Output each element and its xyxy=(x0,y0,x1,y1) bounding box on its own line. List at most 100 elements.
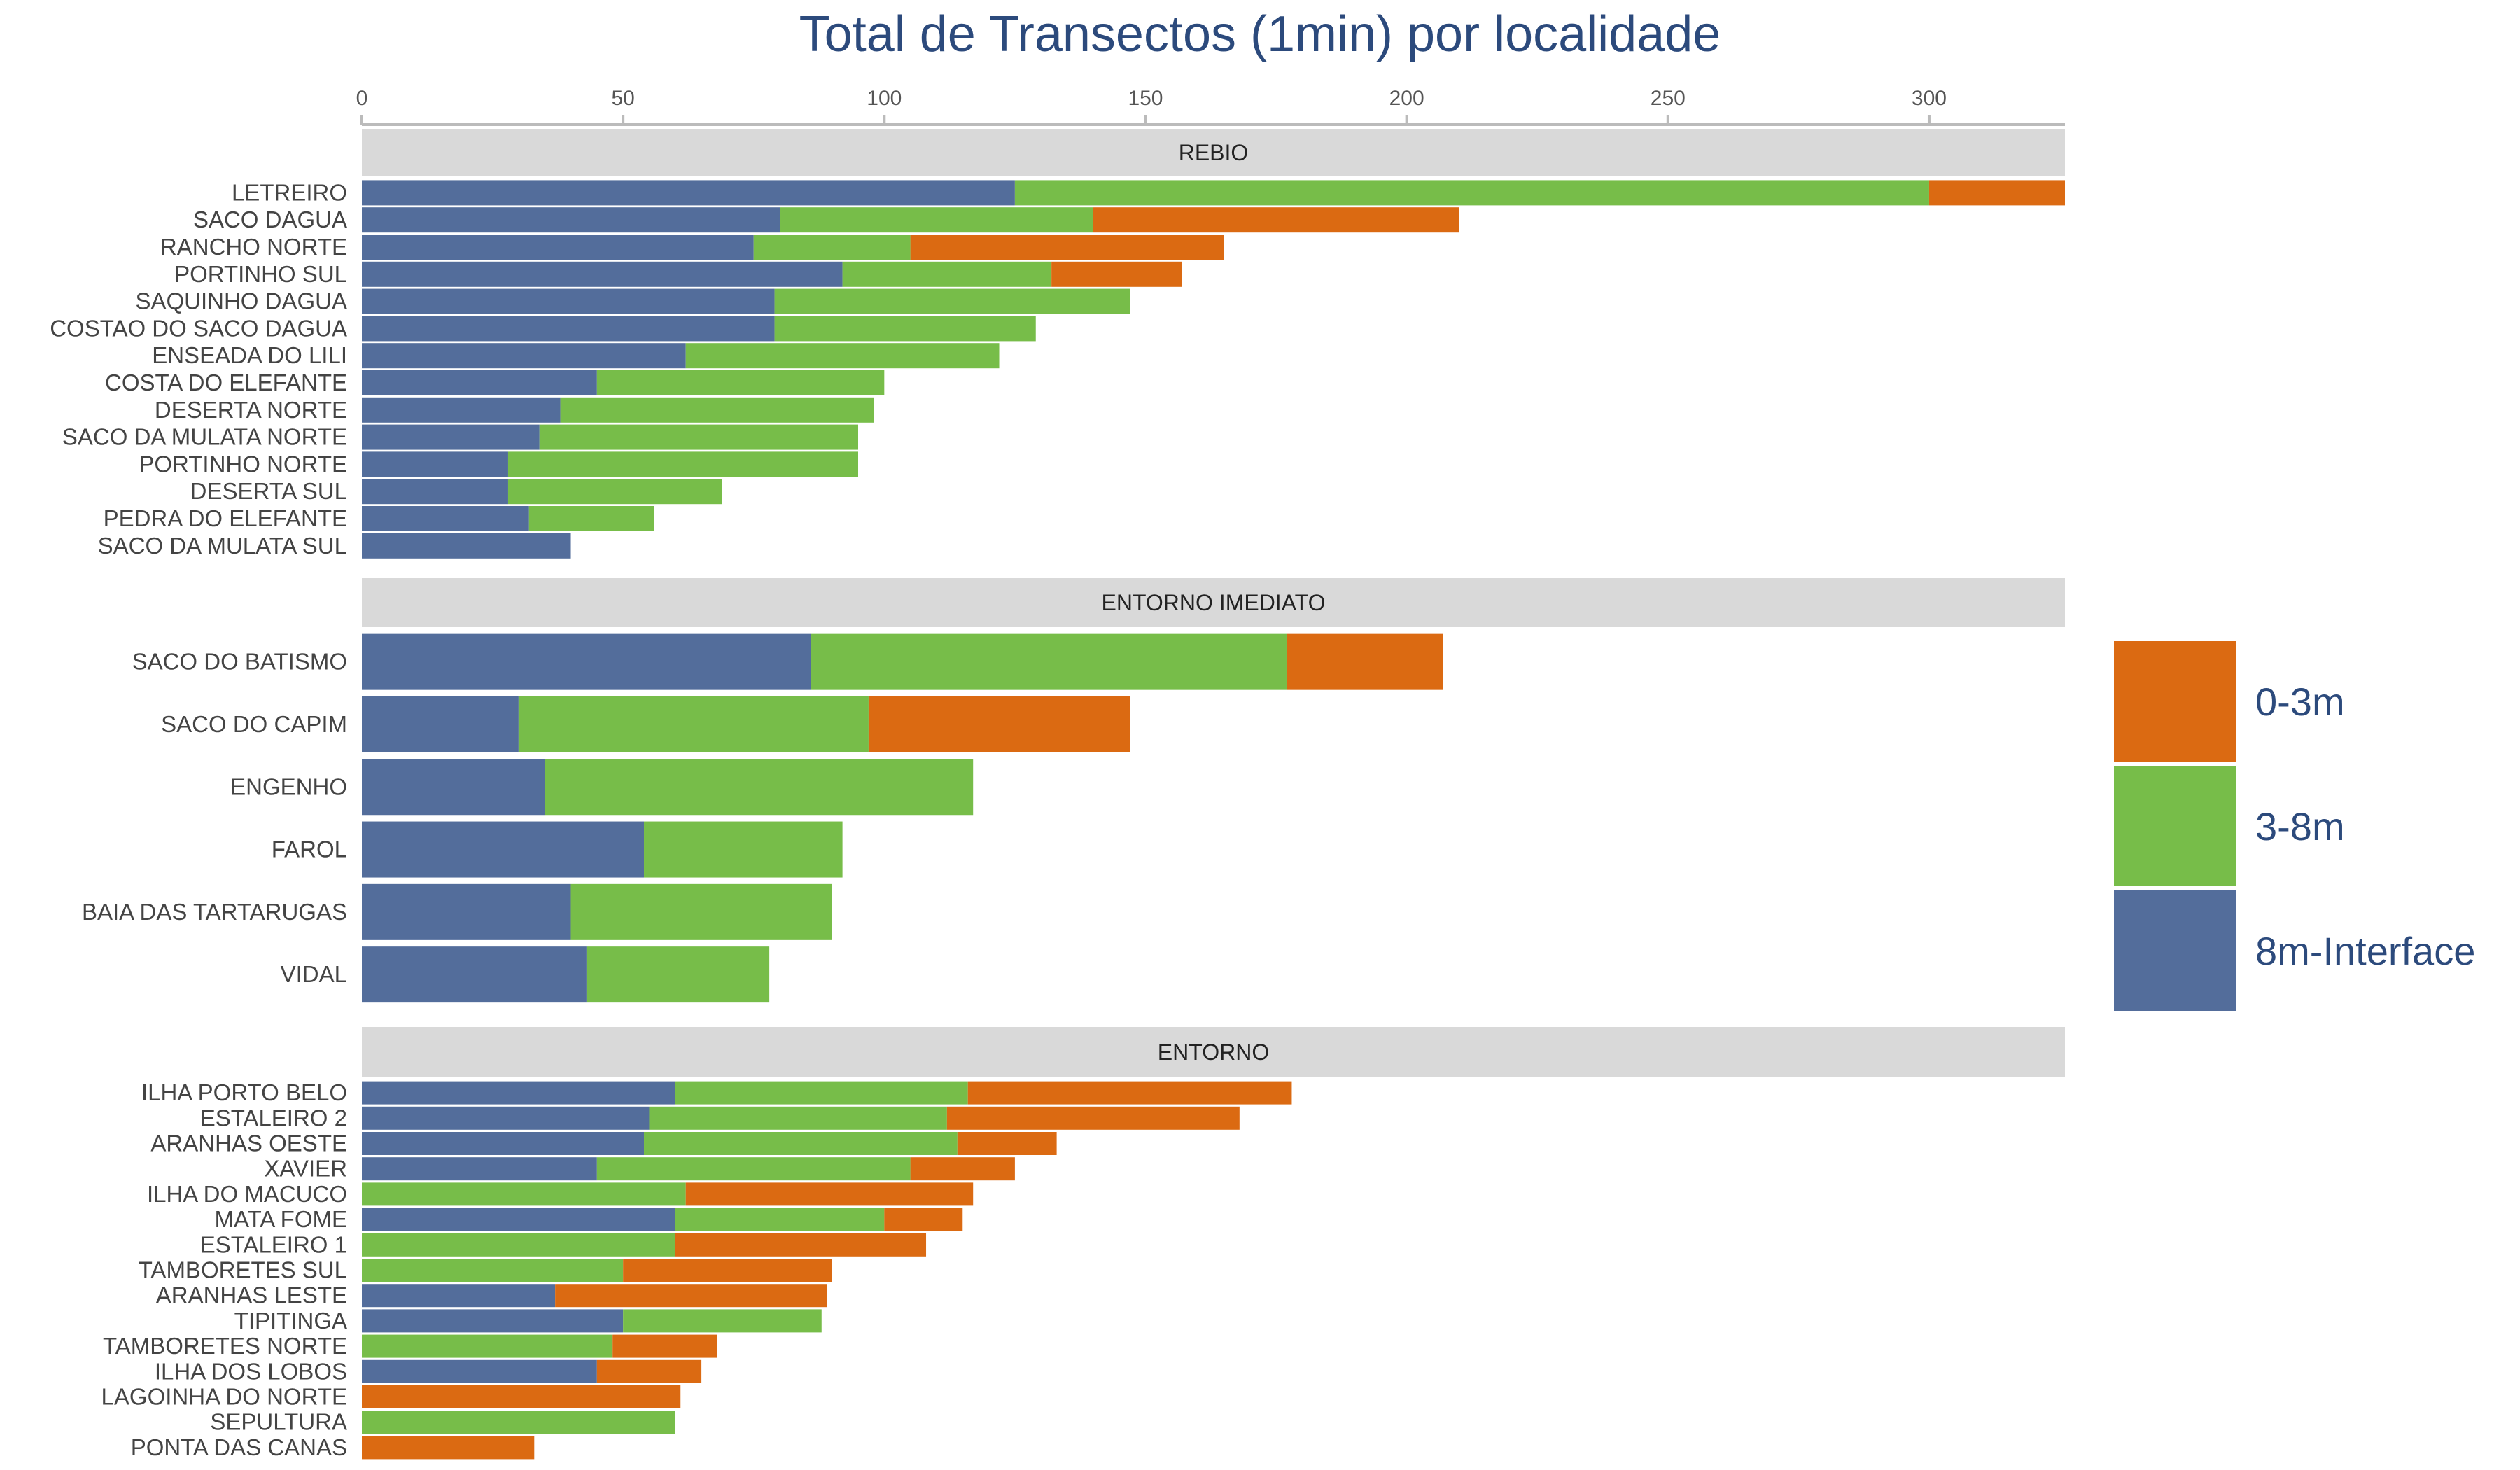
category-label: TIPITINGA xyxy=(234,1308,347,1334)
bar-segment xyxy=(362,1182,686,1206)
bar-segment xyxy=(362,1259,624,1282)
bar-segment xyxy=(362,370,597,396)
bar-segment xyxy=(774,316,1036,342)
category-label: DESERTA SUL xyxy=(190,478,347,504)
bar-segment xyxy=(528,506,654,531)
bar-segment xyxy=(362,696,519,752)
category-label: ENGENHO xyxy=(230,774,347,799)
category-label: RANCHO NORTE xyxy=(160,234,347,260)
category-label: FAROL xyxy=(272,836,347,862)
x-tick-label: 100 xyxy=(867,87,902,110)
x-tick-label: 0 xyxy=(356,87,368,110)
bar-segment xyxy=(586,946,770,1003)
bar-segment xyxy=(539,424,859,450)
legend: 0-3m 3-8m 8m-Interface xyxy=(2114,641,2475,1011)
panel-strip xyxy=(362,129,2065,176)
panel-label: REBIO xyxy=(1179,140,1249,165)
bar-segment xyxy=(362,316,775,342)
category-label: BAIA DAS TARTARUGAS xyxy=(82,899,347,925)
bar-segment xyxy=(362,397,561,423)
bar-segment xyxy=(362,1385,681,1408)
chart-title: Total de Transectos (1min) por localidad… xyxy=(799,6,1721,62)
category-label: SACO DO CAPIM xyxy=(161,711,347,737)
bar-segment xyxy=(910,234,1224,260)
bar-segment xyxy=(1928,180,2065,206)
category-label: COSTAO DO SACO DAGUA xyxy=(50,315,347,341)
bar-segment xyxy=(1051,261,1182,287)
bar-segment xyxy=(362,1334,613,1358)
bar-segment xyxy=(685,1182,974,1206)
category-label: SEPULTURA xyxy=(210,1409,347,1435)
bar-segment xyxy=(780,207,1093,233)
bar-segment xyxy=(560,397,874,423)
bar-segment xyxy=(649,1106,947,1130)
legend-label: 0-3m xyxy=(2255,680,2345,724)
x-tick-label: 300 xyxy=(1912,87,1947,110)
category-label: ENSEADA DO LILI xyxy=(152,342,347,368)
x-axis: 0 50 100 150 200 250 300 xyxy=(356,87,2065,126)
bar-segment xyxy=(507,451,859,477)
panel-strip xyxy=(362,1027,2065,1077)
x-tick-label: 50 xyxy=(611,87,634,110)
bar-segment xyxy=(596,1359,702,1383)
bar-segment xyxy=(868,696,1130,752)
category-label: TAMBORETES SUL xyxy=(139,1257,347,1283)
bar-segment xyxy=(362,261,843,287)
bar-segment xyxy=(623,1259,832,1282)
bar-segment xyxy=(910,1157,1015,1181)
legend-swatch xyxy=(2114,890,2236,1011)
category-label: XAVIER xyxy=(264,1156,347,1182)
bar-segment xyxy=(596,370,885,396)
bar-segment xyxy=(555,1284,827,1308)
category-label: MATA FOME xyxy=(215,1206,347,1232)
bar-segment xyxy=(362,821,645,878)
bar-segment xyxy=(644,821,843,878)
category-label: LETREIRO xyxy=(232,179,347,205)
category-label: SACO DO BATISMO xyxy=(132,649,347,675)
category-label: ILHA PORTO BELO xyxy=(141,1079,347,1105)
category-label: ILHA DO MACUCO xyxy=(147,1181,347,1207)
bar-segment xyxy=(362,506,529,531)
bar-segment xyxy=(362,234,754,260)
x-tick-label: 200 xyxy=(1390,87,1424,110)
bar-segment xyxy=(1286,634,1443,690)
panel-strip xyxy=(362,578,2065,627)
bar-segment xyxy=(362,1410,676,1434)
bar-segment xyxy=(612,1334,718,1358)
bar-segment xyxy=(362,451,508,477)
category-label: PONTA DAS CANAS xyxy=(131,1434,347,1460)
bar-segment xyxy=(644,1132,958,1155)
bar-segment xyxy=(362,634,811,690)
bar-segment xyxy=(362,288,775,314)
bar-segment xyxy=(774,288,1130,314)
bar-segment xyxy=(362,1233,676,1256)
category-label: PORTINHO SUL xyxy=(174,261,347,287)
bar-segment xyxy=(362,424,540,450)
category-label: SAQUINHO DAGUA xyxy=(135,288,347,314)
bar-segment xyxy=(675,1081,968,1105)
bar-segment xyxy=(1093,207,1460,233)
category-label: ESTALEIRO 2 xyxy=(200,1105,347,1130)
category-label: SACO DA MULATA SUL xyxy=(98,533,347,559)
bar-segment xyxy=(967,1081,1292,1105)
category-label: TAMBORETES NORTE xyxy=(103,1333,347,1359)
category-label: LAGOINHA DO NORTE xyxy=(102,1384,347,1410)
legend-swatch xyxy=(2114,766,2236,886)
bar-segment xyxy=(362,207,780,233)
category-label: PORTINHO NORTE xyxy=(139,451,347,477)
bar-segment xyxy=(596,1157,911,1181)
category-label: VIDAL xyxy=(281,961,347,987)
legend-swatch xyxy=(2114,641,2236,762)
bar-segment xyxy=(545,759,974,816)
category-label: DESERTA NORTE xyxy=(155,397,347,423)
x-tick-label: 250 xyxy=(1651,87,1686,110)
bar-segment xyxy=(362,883,571,940)
category-label: ARANHAS OESTE xyxy=(150,1130,347,1156)
bar-segment xyxy=(518,696,869,752)
bar-segment xyxy=(362,759,545,816)
bar-segment xyxy=(675,1233,927,1256)
bar-segment xyxy=(362,1436,535,1460)
